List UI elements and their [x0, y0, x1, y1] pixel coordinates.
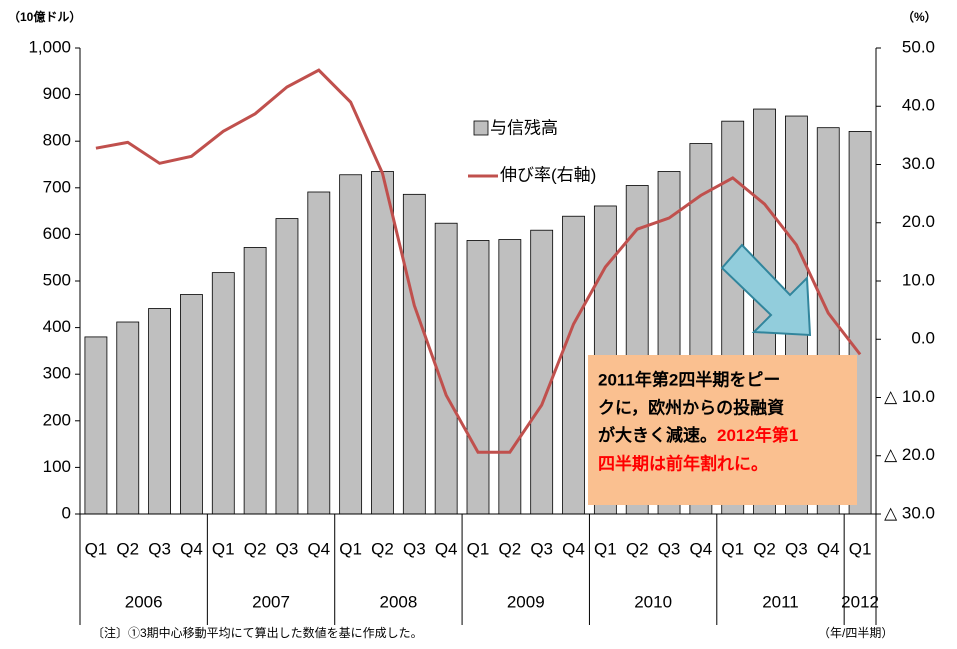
x-tick-label: Q4	[817, 539, 840, 558]
legend-swatch	[473, 120, 489, 136]
bar	[307, 191, 331, 515]
x-tick-label: Q4	[435, 539, 458, 558]
x-tick-label: Q1	[339, 539, 362, 558]
x-unit: （年/四半期）	[818, 626, 893, 640]
year-label: 2012	[841, 592, 879, 611]
x-tick-label: Q3	[276, 539, 299, 558]
bar	[466, 240, 490, 515]
x-tick-label: Q3	[148, 539, 171, 558]
x-tick-label: Q4	[180, 539, 203, 558]
y2-tick-label: 40.0	[902, 96, 935, 115]
x-tick-label: Q4	[307, 539, 330, 558]
y2-tick-label: 10.0	[902, 270, 935, 289]
y-tick-label: 1,000	[28, 37, 71, 56]
bar	[371, 171, 394, 515]
annotation: 四半期は前年割れに。	[598, 453, 768, 473]
x-tick-label: Q2	[116, 539, 139, 558]
x-tick-label: Q3	[785, 539, 808, 558]
arrow	[720, 243, 812, 337]
bar	[498, 239, 522, 515]
y2-tick-label: 30.0	[902, 154, 935, 173]
legend-label: 与信残高	[490, 118, 558, 137]
annotation: が大きく減速。2012年第1	[598, 425, 798, 445]
x-tick-label: Q1	[721, 539, 744, 558]
y-tick-label: 900	[43, 84, 71, 103]
x-tick-label: Q3	[403, 539, 426, 558]
x-tick-label: Q3	[530, 539, 553, 558]
y-unit: （10億ドル）	[8, 9, 81, 24]
y-tick-label: 800	[43, 131, 71, 150]
x-tick-label: Q4	[690, 539, 713, 558]
year-label: 2008	[379, 592, 417, 611]
bar	[84, 336, 108, 515]
year-label: 2010	[634, 592, 672, 611]
y-tick-label: 100	[43, 457, 71, 476]
y-tick-label: 0	[62, 503, 71, 522]
y2-unit: （%）	[902, 9, 937, 24]
y-tick-label: 600	[43, 224, 71, 243]
y-tick-label: 500	[43, 270, 71, 289]
bar	[180, 294, 203, 515]
x-tick-label: Q4	[562, 539, 585, 558]
x-tick-label: Q2	[753, 539, 776, 558]
x-tick-label: Q1	[594, 539, 617, 558]
x-tick-label: Q1	[212, 539, 235, 558]
annotation: クに，欧州からの投融資	[598, 397, 784, 417]
year-label: 2011	[762, 592, 799, 611]
x-tick-label: Q3	[658, 539, 681, 558]
annotation: 2012年第1	[717, 425, 798, 445]
year-label: 2007	[252, 592, 290, 611]
y2-tick-label: △ 20.0	[884, 445, 935, 464]
year-label: 2006	[125, 592, 163, 611]
y-tick-label: 400	[43, 317, 71, 336]
y-tick-label: 300	[43, 364, 71, 383]
annotation: 2011年第2四半期をピー	[598, 369, 780, 389]
year-label: 2009	[507, 592, 545, 611]
y-tick-label: 200	[43, 410, 71, 429]
x-tick-label: Q2	[498, 539, 521, 558]
y-tick-label: 700	[43, 177, 71, 196]
y2-tick-label: 20.0	[902, 212, 935, 231]
bar	[116, 321, 140, 515]
y2-tick-label: 50.0	[902, 37, 935, 56]
x-tick-label: Q1	[85, 539, 108, 558]
x-tick-label: Q2	[626, 539, 649, 558]
bar	[562, 215, 585, 515]
bar	[434, 222, 458, 515]
bar	[275, 218, 299, 515]
x-tick-label: Q2	[244, 539, 267, 558]
legend-label: 伸び率(右軸)	[500, 165, 596, 184]
bar	[211, 272, 235, 515]
x-tick-label: Q2	[371, 539, 394, 558]
bar	[530, 229, 554, 515]
note: 〔注〕①3期中心移動平均にて算出した数値を基に作成した。	[92, 625, 423, 640]
y2-tick-label: △ 10.0	[884, 387, 935, 406]
bar	[243, 247, 267, 515]
y2-tick-label: 0.0	[911, 329, 935, 348]
bar	[148, 308, 172, 515]
bar	[339, 174, 363, 515]
y2-tick-label: △ 30.0	[884, 503, 935, 522]
annotation-box	[588, 355, 857, 505]
x-tick-label: Q1	[849, 539, 872, 558]
bar	[402, 193, 426, 515]
x-tick-label: Q1	[467, 539, 490, 558]
annotation: が大きく減速。	[598, 425, 717, 445]
line	[95, 68, 862, 454]
